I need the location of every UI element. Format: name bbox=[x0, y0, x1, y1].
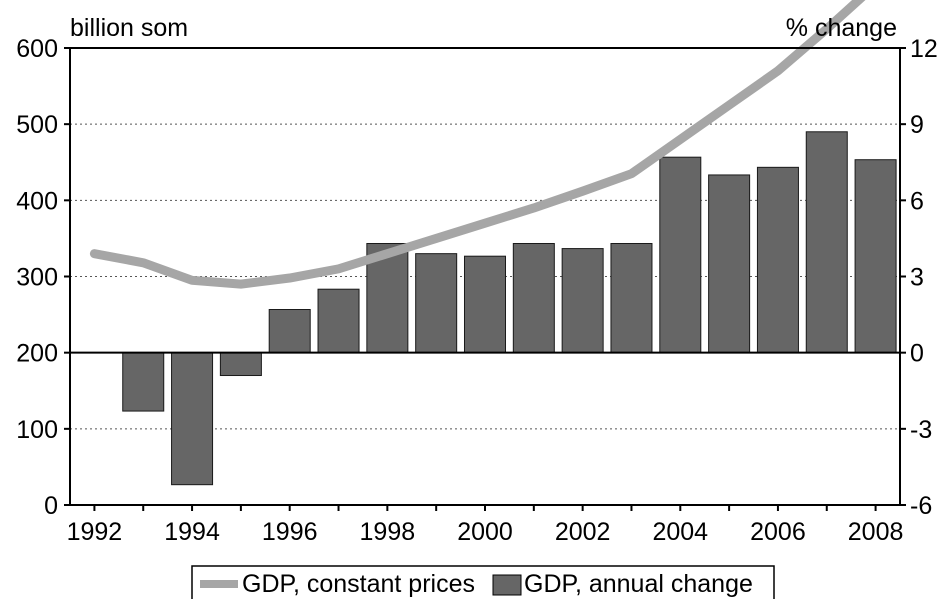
x-tick-label: 2006 bbox=[750, 518, 806, 546]
legend-frame bbox=[191, 565, 775, 599]
line-series-gdp-constant-prices bbox=[89, 0, 866, 289]
right-axis-label: % change bbox=[786, 14, 897, 42]
right-tick-label: 0 bbox=[910, 340, 924, 368]
x-tick-label: 2000 bbox=[457, 518, 513, 546]
x-axis: 1992 1994 1996 1998 2000 2002 2004 2006 2008 bbox=[67, 505, 904, 546]
bar bbox=[415, 253, 458, 354]
x-tick-label: 2008 bbox=[848, 518, 904, 546]
left-tick-label: 400 bbox=[16, 187, 58, 215]
bar bbox=[122, 352, 165, 412]
bar bbox=[268, 309, 311, 354]
bar bbox=[805, 131, 848, 354]
left-tick-label: 200 bbox=[16, 340, 58, 368]
right-tick-label: -6 bbox=[910, 492, 932, 520]
right-tick-label: 3 bbox=[910, 264, 924, 292]
left-tick-label: 100 bbox=[16, 416, 58, 444]
bar-series bbox=[122, 131, 897, 486]
x-tick-label: 1998 bbox=[360, 518, 416, 546]
legend: GDP, constant prices GDP, annual change bbox=[191, 565, 775, 599]
right-tick-label: 9 bbox=[910, 111, 924, 139]
legend-label-gdp-constant-prices: GDP, constant prices bbox=[242, 570, 475, 598]
x-tick-label: 2002 bbox=[555, 518, 611, 546]
legend-swatch-gdp-annual-change bbox=[492, 574, 522, 596]
bar bbox=[854, 159, 897, 354]
bar bbox=[171, 352, 214, 486]
left-axis-label: billion som bbox=[70, 14, 188, 42]
right-tick-label: 6 bbox=[910, 187, 924, 215]
bar bbox=[219, 352, 262, 377]
right-tick-label: 12 bbox=[910, 35, 938, 63]
right-axis: -6 -3 0 3 6 9 12 bbox=[900, 35, 938, 520]
bar bbox=[659, 156, 702, 354]
bar bbox=[317, 288, 360, 354]
bar bbox=[610, 242, 653, 354]
left-tick-label: 500 bbox=[16, 111, 58, 139]
legend-label-gdp-annual-change: GDP, annual change bbox=[524, 570, 753, 598]
x-tick-label: 1992 bbox=[67, 518, 123, 546]
left-tick-label: 300 bbox=[16, 264, 58, 292]
bar bbox=[708, 174, 751, 354]
legend-swatch-gdp-constant-prices bbox=[200, 580, 238, 588]
x-tick-label: 2004 bbox=[652, 518, 708, 546]
left-axis: 0 100 200 300 400 500 600 bbox=[16, 35, 70, 520]
left-tick-label: 600 bbox=[16, 35, 58, 63]
bar bbox=[756, 166, 799, 354]
bar bbox=[512, 242, 555, 354]
bar bbox=[561, 248, 604, 354]
right-tick-label: -3 bbox=[910, 416, 932, 444]
x-tick-label: 1996 bbox=[262, 518, 318, 546]
bar bbox=[463, 255, 507, 354]
x-tick-label: 1994 bbox=[164, 518, 220, 546]
left-tick-label: 0 bbox=[44, 492, 58, 520]
